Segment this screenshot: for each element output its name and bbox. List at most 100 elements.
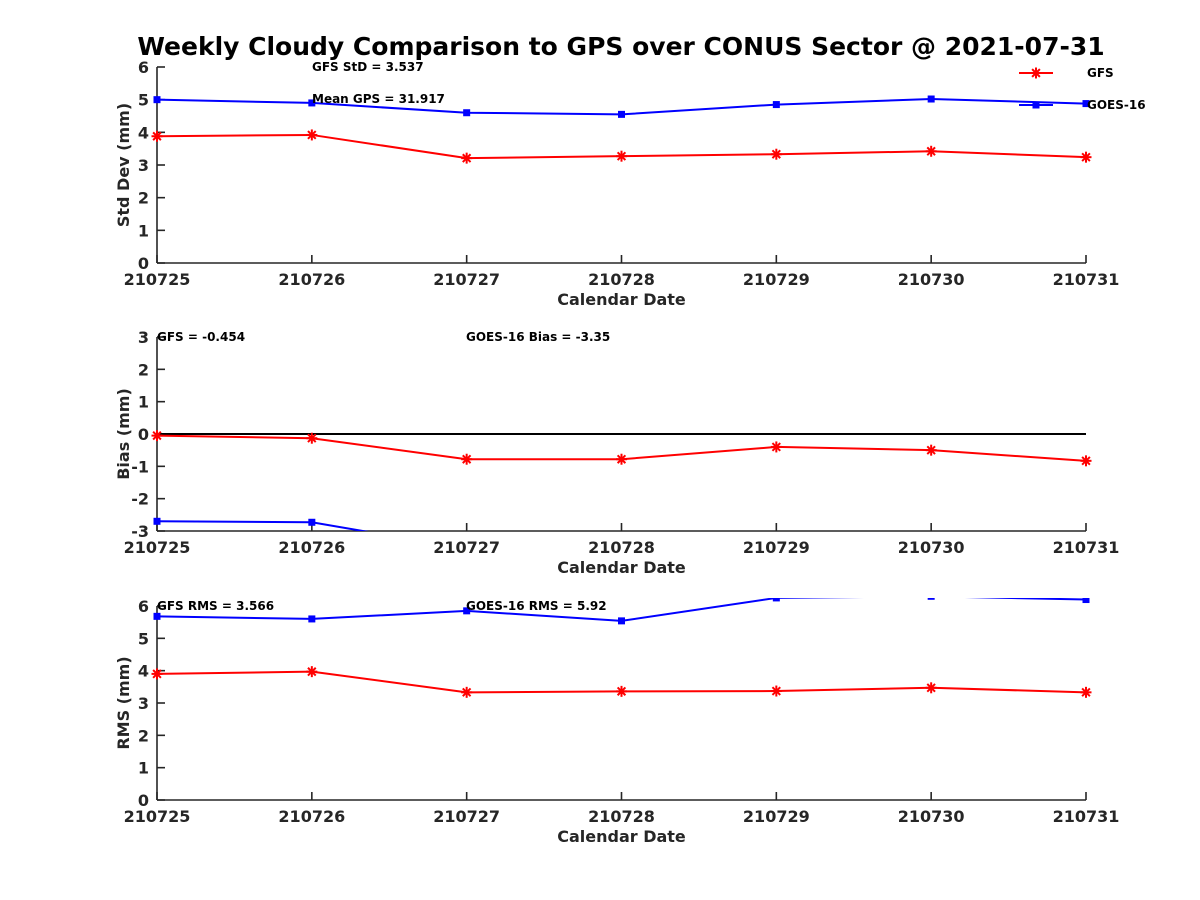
data-point-goes-16: [308, 99, 316, 107]
y-tick-label: 5: [138, 629, 149, 648]
y-tick-label: 0: [138, 791, 149, 810]
chart-title: Weekly Cloudy Comparison to GPS over CON…: [137, 32, 1104, 61]
data-point-gfs: [151, 668, 163, 680]
legend-marker: [1032, 101, 1040, 109]
data-point-goes-16: [772, 598, 780, 602]
y-tick-label: 1: [138, 393, 149, 412]
y-tick-label: 2: [138, 360, 149, 379]
x-tick-label: 210728: [588, 807, 655, 826]
series-group: [151, 95, 1092, 164]
y-axis-label: Std Dev (mm): [114, 103, 133, 227]
x-tick-label: 210726: [278, 807, 345, 826]
data-point-goes-16: [308, 615, 316, 623]
y-tick-label: -3: [131, 522, 149, 541]
y-tick-label: 3: [138, 694, 149, 713]
x-tick-label: 210727: [433, 270, 500, 289]
y-tick-label: -2: [131, 490, 149, 509]
subplot-3: 0 1 2 3 4 5 6 210725 210726 210727 210728 210729 210…: [114, 597, 1120, 846]
legend-marker: [1030, 67, 1042, 79]
data-point-goes-16: [153, 612, 161, 620]
data-point-goes-16: [153, 517, 161, 525]
data-point-gfs: [461, 152, 473, 164]
x-tick-label: 210730: [898, 538, 965, 557]
data-point-gfs: [1080, 455, 1092, 467]
y-tick-label: 1: [138, 221, 149, 240]
data-point-gfs: [1080, 686, 1092, 698]
data-point-goes-16: [463, 607, 471, 615]
annotation: GFS StD = 3.537: [312, 60, 424, 74]
x-tick-label: 210727: [433, 807, 500, 826]
data-point-goes-16: [618, 110, 625, 118]
x-tick-label: 210729: [743, 270, 810, 289]
data-point-gfs: [151, 130, 163, 142]
subplot-1: 0 1 2 3 4 5 6 210725 210726 210727 210728 210729 210…: [114, 58, 1119, 309]
annotation: GFS = -0.454: [157, 330, 245, 344]
x-tick-label: 210726: [278, 538, 345, 557]
y-tick-label: 6: [138, 597, 149, 616]
series-group: [151, 598, 1092, 698]
x-axis-label: Calendar Date: [557, 827, 686, 846]
annotation: GOES-16 Bias = -3.35: [466, 330, 610, 344]
y-tick-label: 5: [138, 91, 149, 110]
series-line-goes-16: [156, 598, 1087, 622]
y-tick-label: 1: [138, 759, 149, 778]
data-point-goes-16: [772, 101, 780, 109]
y-tick-label: -1: [131, 457, 149, 476]
y-tick-label: 2: [138, 189, 149, 208]
data-point-goes-16: [463, 109, 471, 117]
legend-item-gfs: GFS: [1019, 66, 1114, 80]
data-point-gfs: [616, 150, 627, 162]
data-point-goes-16: [618, 617, 625, 625]
x-tick-label: 210731: [1053, 270, 1120, 289]
y-tick-label: 3: [138, 328, 149, 347]
data-point-gfs: [306, 432, 318, 444]
data-point-gfs: [306, 666, 318, 678]
x-tick-label: 210729: [743, 807, 810, 826]
data-point-gfs: [151, 430, 163, 442]
data-point-gfs: [616, 453, 627, 465]
y-tick-label: 2: [138, 726, 149, 745]
y-tick-label: 0: [138, 425, 149, 444]
x-tick-label: 210731: [1053, 807, 1120, 826]
subplot-2: -3 -2 -1 0 1 2 3 210725 210726 210727 210728 210729…: [114, 328, 1119, 577]
y-tick-label: 4: [138, 123, 149, 142]
x-tick-label: 210728: [588, 270, 655, 289]
data-point-goes-16: [1082, 100, 1090, 108]
y-tick-label: 4: [138, 662, 149, 681]
x-tick-label: 210730: [898, 270, 965, 289]
legend: GFS GOES-16: [1019, 66, 1146, 112]
data-point-gfs: [306, 129, 318, 141]
data-point-gfs: [770, 148, 782, 160]
x-tick-label: 210725: [124, 807, 191, 826]
x-tick-label: 210730: [898, 807, 965, 826]
annotation: Mean GPS = 31.917: [312, 92, 445, 106]
data-point-gfs: [925, 444, 937, 456]
legend-label: GFS: [1087, 66, 1114, 80]
x-tick-label: 210725: [124, 538, 191, 557]
data-point-goes-16: [153, 96, 161, 104]
y-tick-label: 3: [138, 156, 149, 175]
data-point-gfs: [461, 453, 473, 465]
x-axis-label: Calendar Date: [557, 558, 686, 577]
annotation: GOES-16 RMS = 5.92: [466, 599, 607, 613]
legend-label: GOES-16: [1087, 98, 1146, 112]
data-point-gfs: [925, 145, 937, 157]
x-axis-label: Calendar Date: [557, 290, 686, 309]
data-point-goes-16: [1082, 598, 1090, 604]
y-axis-label: Bias (mm): [114, 388, 133, 480]
y-axis-label: RMS (mm): [114, 656, 133, 749]
data-point-gfs: [770, 685, 782, 697]
data-point-gfs: [1080, 151, 1092, 163]
legend-item-goes-16: GOES-16: [1019, 98, 1146, 112]
data-point-goes-16: [927, 95, 935, 103]
y-tick-label: 6: [138, 58, 149, 77]
data-point-goes-16: [927, 598, 935, 600]
data-point-gfs: [616, 685, 627, 697]
data-point-gfs: [770, 441, 782, 453]
annotation: GFS RMS = 3.566: [157, 599, 274, 613]
x-tick-label: 210728: [588, 538, 655, 557]
data-point-gfs: [461, 686, 473, 698]
x-tick-label: 210729: [743, 538, 810, 557]
